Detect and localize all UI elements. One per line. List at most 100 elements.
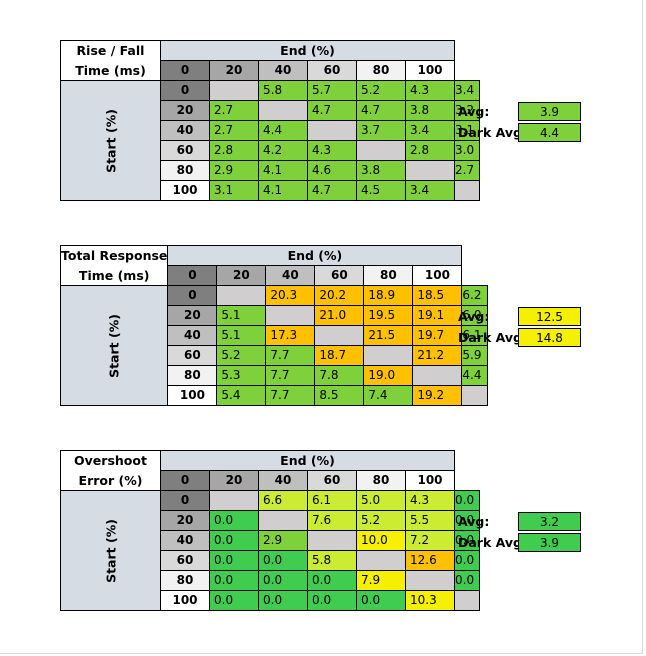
table-row: 60 0.0 0.0 5.8 12.6 0.0 bbox=[61, 550, 481, 571]
column-header: 40 bbox=[258, 470, 308, 491]
data-cell: 5.3 bbox=[216, 365, 267, 386]
row-header: 100 bbox=[160, 180, 210, 201]
data-cell: 5.2 bbox=[356, 80, 406, 101]
data-cell: 7.9 bbox=[356, 570, 406, 591]
data-cell: 12.6 bbox=[405, 550, 455, 571]
column-header: 60 bbox=[307, 60, 357, 81]
data-cell: 3.1 bbox=[209, 180, 259, 201]
row-header: 80 bbox=[160, 570, 210, 591]
data-cell: 5.8 bbox=[307, 550, 357, 571]
data-cell: 5.7 bbox=[307, 80, 357, 101]
table-row: 20 2.7 4.7 4.7 3.8 3.2 bbox=[61, 100, 481, 121]
data-cell: 5.4 bbox=[216, 385, 267, 406]
data-cell: 19.7 bbox=[412, 325, 463, 346]
diagonal-cell bbox=[258, 100, 308, 121]
data-cell: 19.2 bbox=[412, 385, 463, 406]
data-cell: 10.3 bbox=[405, 590, 455, 611]
total-response-block: Total Response End (%) Time (ms) 0 20 40… bbox=[59, 245, 585, 410]
column-header: 80 bbox=[356, 60, 406, 81]
start-label: Start (%) bbox=[103, 518, 118, 583]
column-header: 40 bbox=[265, 265, 316, 286]
data-cell: 20.2 bbox=[314, 285, 365, 306]
data-cell: 19.1 bbox=[412, 305, 463, 326]
data-cell: 0.0 bbox=[453, 570, 481, 591]
data-cell: 4.5 bbox=[356, 180, 406, 201]
data-cell: 0.0 bbox=[453, 490, 481, 511]
row-header: 80 bbox=[160, 160, 210, 181]
data-cell: 4.7 bbox=[356, 100, 406, 121]
table-title-line2: Time (ms) bbox=[59, 265, 169, 286]
avg-value: 3.2 bbox=[518, 512, 581, 531]
table-title-line1: Total Response bbox=[59, 245, 169, 266]
data-cell: 4.3 bbox=[307, 140, 357, 161]
data-cell: 0.0 bbox=[453, 550, 481, 571]
data-cell: 3.1 bbox=[453, 120, 481, 141]
column-header: 60 bbox=[314, 265, 365, 286]
diagonal-cell bbox=[412, 365, 463, 386]
diagonal-cell bbox=[356, 140, 406, 161]
column-header: 0 bbox=[167, 265, 218, 286]
data-cell: 3.8 bbox=[405, 100, 455, 121]
data-cell: 3.4 bbox=[405, 180, 455, 201]
start-header: Start (%) bbox=[60, 80, 161, 201]
table-title-line2: Error (%) bbox=[60, 470, 161, 491]
row-header: 100 bbox=[167, 385, 218, 406]
data-cell: 4.3 bbox=[405, 80, 455, 101]
data-cell: 6.0 bbox=[461, 305, 488, 326]
table-row: 60 5.2 7.7 18.7 21.2 5.9 bbox=[61, 345, 488, 366]
rise-fall-block: Rise / Fall End (%) Time (ms) 0 20 40 60… bbox=[60, 40, 585, 205]
row-header: 0 bbox=[160, 490, 210, 511]
data-cell: 2.9 bbox=[258, 530, 308, 551]
data-cell: 3.8 bbox=[356, 160, 406, 181]
data-cell: 8.5 bbox=[314, 385, 365, 406]
data-cell: 21.2 bbox=[412, 345, 463, 366]
table-row: 40 0.0 2.9 10.0 7.2 0.0 bbox=[61, 530, 481, 551]
avg-label: Avg: bbox=[458, 514, 490, 529]
data-cell: 3.4 bbox=[405, 120, 455, 141]
diagonal-cell bbox=[265, 305, 316, 326]
start-header: Start (%) bbox=[59, 285, 169, 406]
column-header: 40 bbox=[258, 60, 308, 81]
start-label: Start (%) bbox=[106, 313, 122, 378]
dark-avg-label: Dark Avg: bbox=[458, 125, 527, 140]
data-cell: 0.0 bbox=[356, 590, 406, 611]
diagonal-cell bbox=[461, 385, 488, 406]
table-row: 20 5.1 21.0 19.5 19.1 6.0 bbox=[61, 305, 488, 326]
row-header: 40 bbox=[160, 120, 210, 141]
diagonal-cell bbox=[356, 550, 406, 571]
column-header: 20 bbox=[209, 60, 259, 81]
table-row: 40 5.1 17.3 21.5 19.7 6.1 bbox=[61, 325, 488, 346]
column-header: 100 bbox=[405, 470, 455, 491]
data-cell: 2.7 bbox=[453, 160, 481, 181]
data-cell: 19.0 bbox=[363, 365, 414, 386]
data-cell: 4.4 bbox=[461, 365, 488, 386]
data-cell: 6.1 bbox=[307, 490, 357, 511]
data-cell: 2.7 bbox=[209, 100, 259, 121]
avg-value: 12.5 bbox=[518, 307, 581, 326]
data-cell: 4.1 bbox=[258, 160, 308, 181]
diagonal-cell bbox=[363, 345, 414, 366]
data-cell: 7.7 bbox=[265, 345, 316, 366]
data-cell: 6.2 bbox=[461, 285, 488, 306]
row-header: 80 bbox=[167, 365, 218, 386]
table-row: 100 3.1 4.1 4.7 4.5 3.4 bbox=[61, 180, 481, 201]
data-cell: 5.0 bbox=[356, 490, 406, 511]
data-cell: 4.3 bbox=[405, 490, 455, 511]
data-cell: 20.3 bbox=[265, 285, 316, 306]
table-row: 20 0.0 7.6 5.2 5.5 0.0 bbox=[61, 510, 481, 531]
column-header: 60 bbox=[307, 470, 357, 491]
table-title-line1: Overshoot bbox=[60, 450, 161, 471]
data-cell: 7.6 bbox=[307, 510, 357, 531]
data-cell: 0.0 bbox=[209, 510, 259, 531]
table-row: Start (%) 0 6.6 6.1 5.0 4.3 0.0 bbox=[60, 490, 481, 611]
data-cell: 7.7 bbox=[265, 365, 316, 386]
start-header: Start (%) bbox=[60, 490, 161, 611]
diagonal-cell bbox=[314, 325, 365, 346]
rise-fall-table: Rise / Fall End (%) Time (ms) 0 20 40 60… bbox=[60, 40, 481, 201]
table-row: 100 5.4 7.7 8.5 7.4 19.2 bbox=[61, 385, 488, 406]
diagonal-cell bbox=[453, 590, 481, 611]
diagonal-cell bbox=[216, 285, 267, 306]
data-cell: 5.8 bbox=[258, 80, 308, 101]
data-cell: 2.8 bbox=[209, 140, 259, 161]
row-header: 60 bbox=[167, 345, 218, 366]
